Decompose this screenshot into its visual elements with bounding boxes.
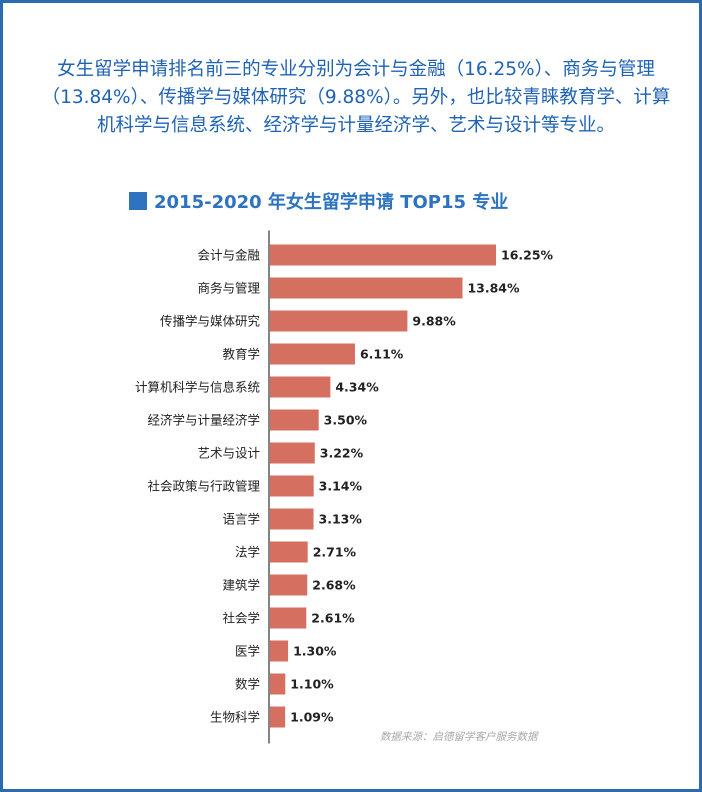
bar — [270, 706, 286, 728]
bar — [270, 277, 463, 299]
chart-title-group: 2015-2020 年女生留学申请 TOP15 专业 — [129, 190, 509, 213]
value-label: 1.10% — [290, 677, 334, 692]
value-label: 2.68% — [312, 578, 356, 593]
value-label: 4.34% — [335, 380, 379, 395]
category-label: 建筑学 — [222, 578, 260, 593]
category-label: 教育学 — [222, 347, 260, 362]
value-label: 3.14% — [319, 479, 363, 494]
chart-title: 2015-2020 年女生留学申请 TOP15 专业 — [154, 192, 509, 213]
bar — [270, 673, 286, 695]
category-label: 商务与管理 — [197, 281, 260, 296]
bar — [270, 376, 331, 398]
value-label: 9.88% — [412, 314, 456, 329]
category-label: 语言学 — [222, 512, 260, 527]
value-label: 2.71% — [313, 545, 357, 560]
category-label: 计算机科学与信息系统 — [135, 380, 260, 395]
bar — [270, 244, 496, 266]
bar — [270, 607, 307, 629]
bar — [270, 475, 314, 497]
bar — [270, 343, 355, 365]
bar — [270, 442, 315, 464]
category-label: 生物科学 — [210, 710, 260, 725]
category-label: 法学 — [235, 545, 260, 560]
category-label: 艺术与设计 — [197, 446, 260, 461]
title-square-marker — [129, 192, 147, 210]
value-label: 3.22% — [320, 446, 364, 461]
value-label: 3.13% — [319, 512, 363, 527]
bar — [270, 640, 289, 662]
bar — [270, 574, 308, 596]
bar — [270, 310, 408, 332]
category-label: 社会学 — [222, 611, 260, 626]
value-label: 3.50% — [324, 413, 368, 428]
category-label: 数学 — [235, 677, 260, 692]
bar — [270, 541, 308, 563]
value-label: 2.61% — [311, 611, 355, 626]
category-label: 医学 — [235, 644, 260, 659]
intro-paragraph: 女生留学申请排名前三的专业分别为会计与金融（16.25%）、商务与管理（13.8… — [41, 59, 671, 136]
category-label: 传播学与媒体研究 — [160, 314, 261, 329]
value-label: 16.25% — [501, 248, 554, 263]
value-label: 6.11% — [360, 347, 404, 362]
bar — [270, 508, 314, 530]
value-label: 1.09% — [290, 710, 334, 725]
category-label: 会计与金融 — [197, 248, 260, 263]
value-label: 1.30% — [293, 644, 337, 659]
category-label: 社会政策与行政管理 — [147, 479, 260, 494]
value-label: 13.84% — [467, 281, 520, 296]
data-source-note: 数据来源：启德留学客户服务数据 — [380, 731, 538, 743]
bar — [270, 409, 319, 431]
category-label: 经济学与计量经济学 — [147, 413, 260, 428]
